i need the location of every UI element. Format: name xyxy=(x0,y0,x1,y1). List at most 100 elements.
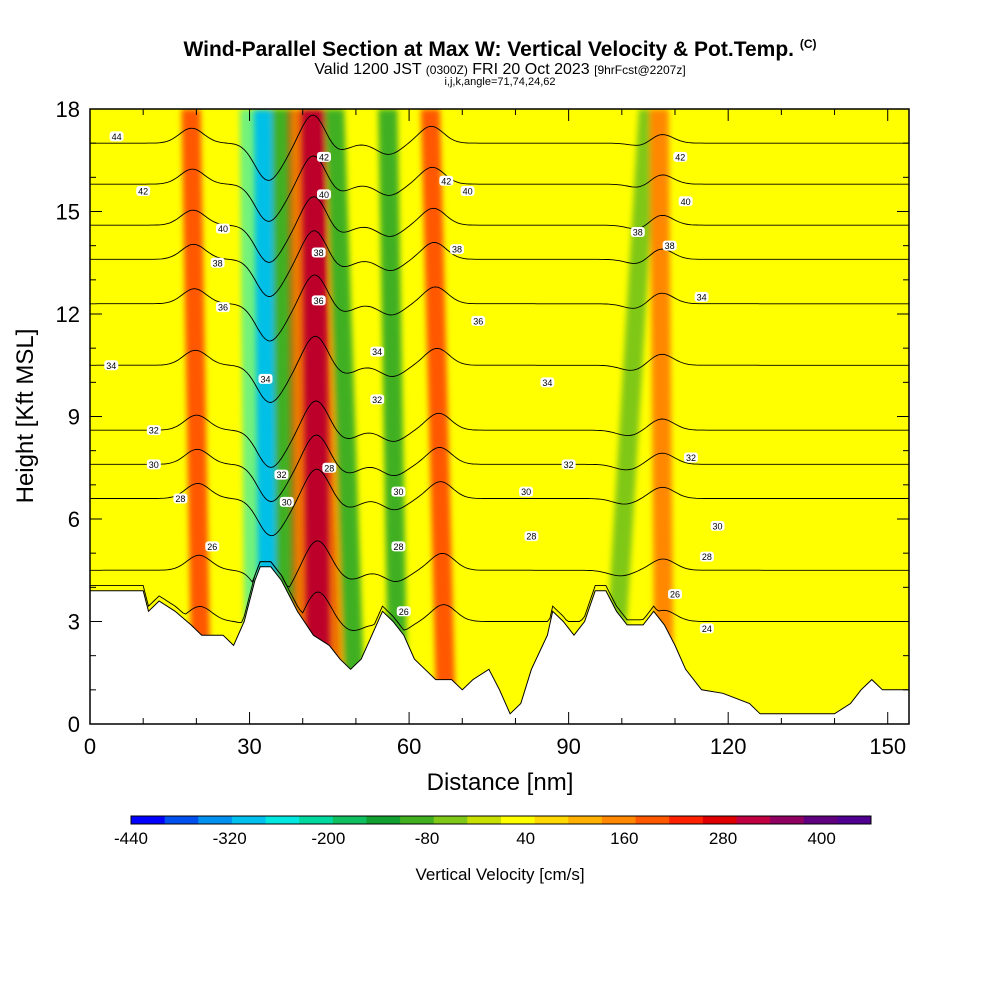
contour-label: 26 xyxy=(668,589,682,600)
contour-label-text: 34 xyxy=(542,378,552,388)
contour-label-bg xyxy=(215,302,230,313)
theta-contour-line xyxy=(90,400,909,468)
theta-contour-line xyxy=(90,155,909,222)
contour-label-bg xyxy=(673,151,688,162)
contour-labels: 44 42 40 38 36 34 32 30 28 26 42 40 38 36 34 32 30 28 34 32… xyxy=(104,131,725,634)
contour-label-text: 42 xyxy=(319,152,329,162)
contour-label-bg xyxy=(391,486,406,497)
contour-label-text: 30 xyxy=(393,487,403,497)
contour-label-text: 42 xyxy=(441,176,451,186)
contour-label-text: 34 xyxy=(372,347,382,357)
contour-label-text: 42 xyxy=(138,187,148,197)
contour-label: 24 xyxy=(699,623,714,634)
contour-label-text: 32 xyxy=(276,470,286,480)
colorbar-swatch xyxy=(433,816,468,824)
terrain-profile xyxy=(90,566,909,724)
chart-title: Wind-Parallel Section at Max W: Vertical… xyxy=(0,37,1000,62)
theta-contour-line xyxy=(90,468,909,537)
contour-label-text: 44 xyxy=(112,132,122,142)
contour-label-bg xyxy=(274,469,289,480)
contour-label: 44 xyxy=(109,131,124,142)
y-tick-label: 15 xyxy=(56,200,80,225)
colorbar-swatch xyxy=(299,816,334,824)
contour-label: 28 xyxy=(391,541,406,552)
contour-label-bg xyxy=(391,541,406,552)
contour-label-bg xyxy=(668,589,682,600)
colorbar-swatch xyxy=(366,816,401,824)
contour-label-bg xyxy=(210,257,225,268)
contour-label-bg xyxy=(630,227,645,237)
contour-label: 42 xyxy=(136,186,151,197)
velocity-band-halo xyxy=(287,109,345,724)
colorbar-swatch xyxy=(702,816,737,824)
contour-label: 36 xyxy=(471,315,486,326)
contour-label-text: 36 xyxy=(473,316,483,326)
contour-label: 32 xyxy=(561,459,576,470)
contour-label: 26 xyxy=(205,541,220,552)
contour-label: 30 xyxy=(146,459,161,470)
contour-label: 42 xyxy=(673,151,688,162)
contour-label-text: 28 xyxy=(324,463,334,473)
velocity-band xyxy=(378,109,409,724)
colorbar-tick-label: 40 xyxy=(516,829,535,848)
colorbar-tick-label: -80 xyxy=(415,829,440,848)
colorbar-tick-label: 400 xyxy=(807,829,835,848)
contour-label: 34 xyxy=(694,291,709,302)
contour-label: 34 xyxy=(540,377,555,388)
contour-label-text: 40 xyxy=(681,197,691,207)
colorbar-swatch xyxy=(501,816,536,824)
contour-label-bg xyxy=(439,175,454,186)
contour-label-bg xyxy=(311,295,326,306)
y-tick-label: 12 xyxy=(56,302,80,327)
colorbar-swatch xyxy=(837,816,872,824)
contour-label-text: 24 xyxy=(702,624,712,634)
velocity-band xyxy=(181,109,212,724)
subtitle-valid: Valid 1200 JST xyxy=(314,61,422,78)
colorbar-swatch xyxy=(635,816,670,824)
colorbar: -440 -320 -200 -80 40 160 280 400 xyxy=(114,815,872,848)
colorbar-swatch xyxy=(467,816,502,824)
contour-label-text: 34 xyxy=(106,361,116,371)
contour-label-text: 42 xyxy=(675,152,685,162)
contour-label-text: 40 xyxy=(319,190,329,200)
contour-label-bg xyxy=(449,244,464,255)
colorbar-tick-label: 160 xyxy=(610,829,638,848)
contour-label-text: 36 xyxy=(218,303,228,313)
contour-label: 38 xyxy=(311,247,326,258)
theta-contour-line xyxy=(90,434,909,503)
contour-label: 40 xyxy=(215,223,230,234)
colorbar-swatch xyxy=(265,816,300,824)
velocity-field xyxy=(90,109,909,724)
x-tick-label: 150 xyxy=(869,734,906,759)
contour-label-text: 40 xyxy=(463,187,473,197)
contour-label-bg xyxy=(662,240,677,251)
colorbar-swatch xyxy=(534,816,569,824)
colorbar-frame xyxy=(130,815,872,825)
contour-label-bg xyxy=(370,394,385,405)
contour-label: 36 xyxy=(215,302,230,313)
contour-label-bg xyxy=(317,189,331,200)
subtitle-utc: (0300Z) xyxy=(425,63,468,77)
contour-label-text: 26 xyxy=(670,590,680,600)
contour-label: 26 xyxy=(396,606,411,617)
contour-label-bg xyxy=(311,247,326,258)
contour-label-text: 34 xyxy=(260,374,270,384)
colorbar-swatch xyxy=(332,816,367,824)
colorbar-swatch xyxy=(803,816,838,824)
colorbar-tick-label: 280 xyxy=(709,829,737,848)
subtitle-date: FRI 20 Oct 2023 xyxy=(472,61,590,78)
y-tick-label: 3 xyxy=(68,610,80,635)
y-tick-label: 6 xyxy=(68,507,80,532)
velocity-band xyxy=(601,109,658,724)
contour-label-text: 38 xyxy=(314,248,324,258)
contour-label-text: 26 xyxy=(207,542,217,552)
contour-label-text: 28 xyxy=(702,552,712,562)
contour-label: 38 xyxy=(449,244,464,255)
x-tick-label: 60 xyxy=(397,734,421,759)
theta-contour-line xyxy=(90,540,909,588)
contour-label-bg xyxy=(540,377,555,388)
colorbar-tick-label: -440 xyxy=(114,829,148,848)
contour-label-text: 32 xyxy=(149,426,159,436)
terrain xyxy=(90,566,909,724)
